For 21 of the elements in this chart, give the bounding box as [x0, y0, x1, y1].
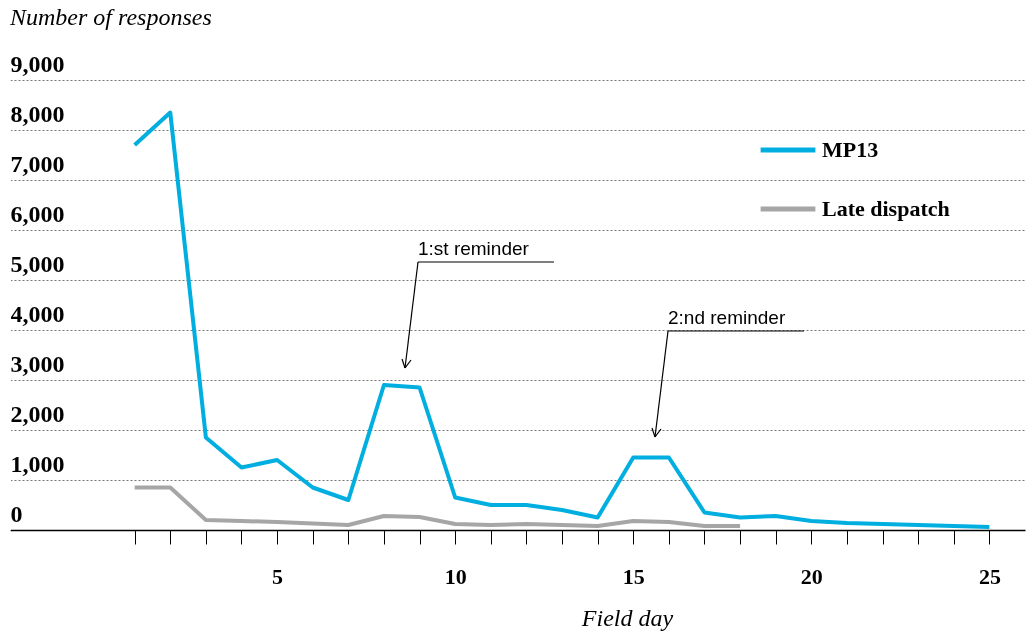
- x-tick-label: 5: [272, 563, 284, 589]
- legend-label: Late dispatch: [822, 196, 950, 221]
- x-tick-label: 10: [444, 563, 467, 589]
- x-tick-label: 20: [800, 563, 823, 589]
- legend-label: MP13: [822, 137, 879, 162]
- y-axis-title: Number of responses: [9, 4, 212, 30]
- annotation: 2:nd reminder: [668, 307, 786, 328]
- y-tick-label: 1,000: [10, 450, 65, 477]
- y-tick-label: 7,000: [10, 150, 65, 177]
- y-tick-label: 3,000: [10, 350, 65, 377]
- y-tick-label: 8,000: [10, 100, 65, 127]
- y-tick-label: 9,000: [10, 50, 65, 77]
- y-tick-label: 4,000: [10, 300, 65, 327]
- x-tick-label: 15: [622, 563, 645, 589]
- x-tick-label: 25: [978, 563, 1001, 589]
- y-tick-label: 6,000: [10, 200, 65, 227]
- annotation: 1:st reminder: [418, 238, 530, 259]
- y-tick-label: 5,000: [10, 250, 65, 277]
- y-tick-label: 2,000: [10, 400, 65, 427]
- x-axis-title: Field day: [580, 604, 674, 631]
- y-tick-label: 0: [10, 500, 23, 527]
